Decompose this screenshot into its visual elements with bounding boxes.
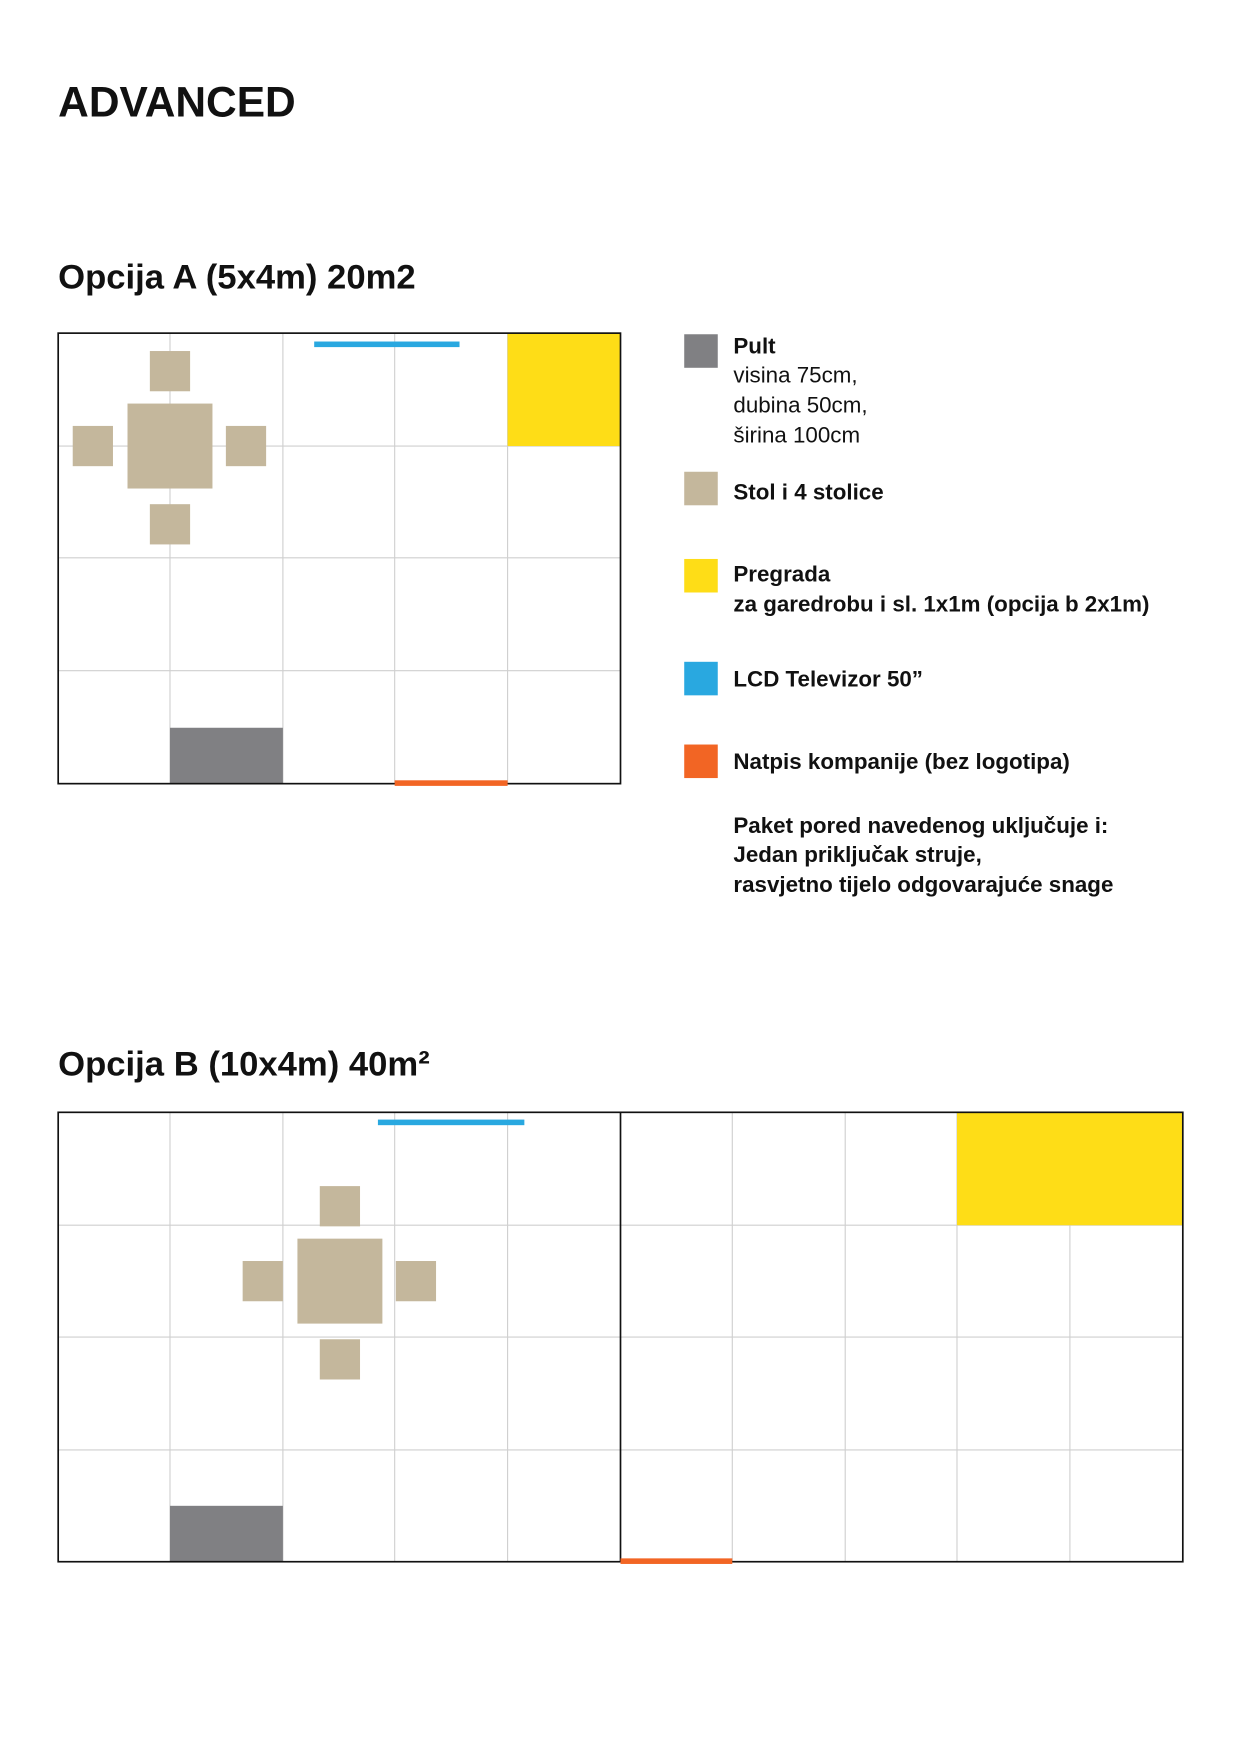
legend-label: Pult xyxy=(733,333,776,358)
option-heading: Opcija B (10x4m) 40m² xyxy=(58,1045,430,1083)
legend-label: Pregrada xyxy=(733,561,830,586)
legend-label: Stol i 4 stolice xyxy=(733,480,883,505)
option-heading: Opcija A (5x4m) 20m2 xyxy=(58,258,415,296)
legend-detail: širina 100cm xyxy=(733,423,860,448)
legend-label: Natpis kompanije (bez logotipa) xyxy=(733,749,1069,774)
legend-detail: za garedrobu i sl. 1x1m (opcija b 2x1m) xyxy=(733,591,1149,616)
floor-plan-a xyxy=(57,332,622,786)
note-line: rasvjetno tijelo odgovarajuće snage xyxy=(733,872,1113,897)
legend-detail: dubina 50cm, xyxy=(733,393,867,418)
legend-detail: visina 75cm, xyxy=(733,362,857,387)
legend: Pult visina 75cm, dubina 50cm, širina 10… xyxy=(684,333,1149,897)
floor-plan-b xyxy=(57,1111,1184,1564)
legend-label: LCD Televizor 50” xyxy=(733,666,923,691)
note-line: Jedan priključak struje, xyxy=(733,842,981,867)
note-line: Paket pored navedenog uključuje i: xyxy=(733,813,1108,838)
page-title: ADVANCED xyxy=(58,79,296,126)
